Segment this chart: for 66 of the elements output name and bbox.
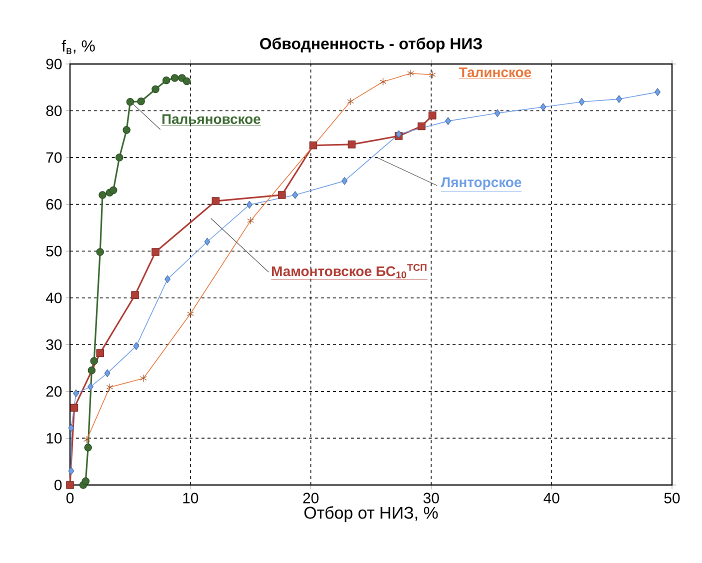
x-tick-label: 40 <box>544 492 560 504</box>
point <box>212 197 220 205</box>
y-tick-label: 60 <box>46 199 62 210</box>
y-tick-label: 70 <box>46 152 62 163</box>
point <box>654 88 661 96</box>
point <box>122 126 130 134</box>
chart-title: Обводненность - отбор НИЗ <box>260 37 482 52</box>
point <box>73 389 80 398</box>
point <box>90 357 98 365</box>
x-tick-label: 20 <box>303 492 319 504</box>
point <box>152 248 160 256</box>
x-tick-label: 10 <box>183 492 198 504</box>
point <box>137 98 145 106</box>
point <box>104 369 110 378</box>
point <box>348 140 356 148</box>
point <box>84 444 92 452</box>
point <box>246 200 252 209</box>
point <box>309 141 318 150</box>
point <box>540 103 546 111</box>
point <box>87 382 94 391</box>
point <box>88 366 96 374</box>
point <box>131 291 139 299</box>
point <box>170 74 179 82</box>
point <box>616 95 622 103</box>
y-tick-label: 0 <box>54 480 62 490</box>
point <box>278 191 286 199</box>
point <box>578 98 585 106</box>
y-tick-label: 80 <box>46 105 62 116</box>
x-axis-title: Отбор от НИЗ, % <box>304 506 438 522</box>
point <box>342 177 348 185</box>
text: Лянторское <box>440 177 522 190</box>
point <box>494 109 500 117</box>
point <box>66 481 74 489</box>
point <box>418 122 426 130</box>
point <box>204 238 210 246</box>
x-tick-label: 0 <box>66 492 74 504</box>
point <box>292 191 298 199</box>
point <box>109 186 118 194</box>
series-label: Талинское <box>459 67 532 78</box>
y-tick-label: 10 <box>46 432 62 444</box>
point <box>82 477 90 486</box>
y-tick-label: 40 <box>46 292 62 304</box>
point <box>115 154 124 162</box>
point <box>428 112 436 120</box>
x-tick-label: 50 <box>664 492 680 504</box>
point <box>133 342 140 350</box>
series-label: Пальяновское <box>162 114 260 124</box>
point <box>68 467 74 475</box>
point <box>98 191 106 199</box>
point <box>68 424 74 432</box>
point <box>96 248 104 256</box>
point <box>182 77 191 86</box>
point <box>164 275 171 284</box>
point <box>152 85 160 94</box>
y-tick-label: 50 <box>46 246 62 256</box>
point <box>126 98 134 106</box>
point <box>70 404 78 412</box>
y-tick-label: 90 <box>46 58 62 70</box>
x-tick-label: 30 <box>423 492 439 504</box>
y-axis-title: f$_{в}$, % <box>62 40 95 54</box>
y-tick-label: 30 <box>46 339 62 350</box>
point <box>96 349 104 357</box>
y-tick-label: 20 <box>46 386 62 397</box>
point <box>445 117 452 125</box>
text: Мамонтовское БС$_{10}$ТСП <box>272 264 426 278</box>
point <box>162 76 170 84</box>
